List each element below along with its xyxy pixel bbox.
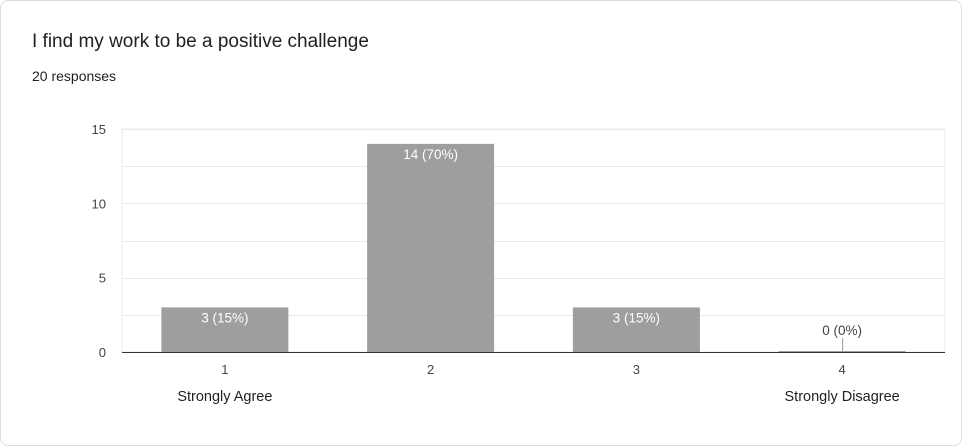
data-label: 0 (0%) [822, 323, 862, 338]
data-label: 3 (15%) [201, 310, 248, 325]
bar [161, 307, 289, 352]
category-description: Strongly Disagree [785, 389, 900, 405]
category-description: Strongly Agree [177, 389, 272, 405]
y-tick-label: 5 [99, 271, 106, 286]
data-label: 14 (70%) [403, 147, 458, 162]
y-tick-label: 0 [99, 345, 106, 360]
x-tick-label: 2 [427, 362, 434, 377]
y-tick-label: 15 [92, 122, 106, 137]
x-tick-label: 1 [221, 362, 228, 377]
x-tick-label: 4 [839, 362, 846, 377]
response-count: 20 responses [32, 68, 117, 84]
question-title: I find my work to be a positive challeng… [32, 31, 369, 52]
data-label: 3 (15%) [613, 310, 660, 325]
bar [572, 307, 700, 352]
bar [367, 143, 495, 352]
y-tick-label: 10 [92, 196, 106, 211]
x-tick-label: 3 [633, 362, 640, 377]
